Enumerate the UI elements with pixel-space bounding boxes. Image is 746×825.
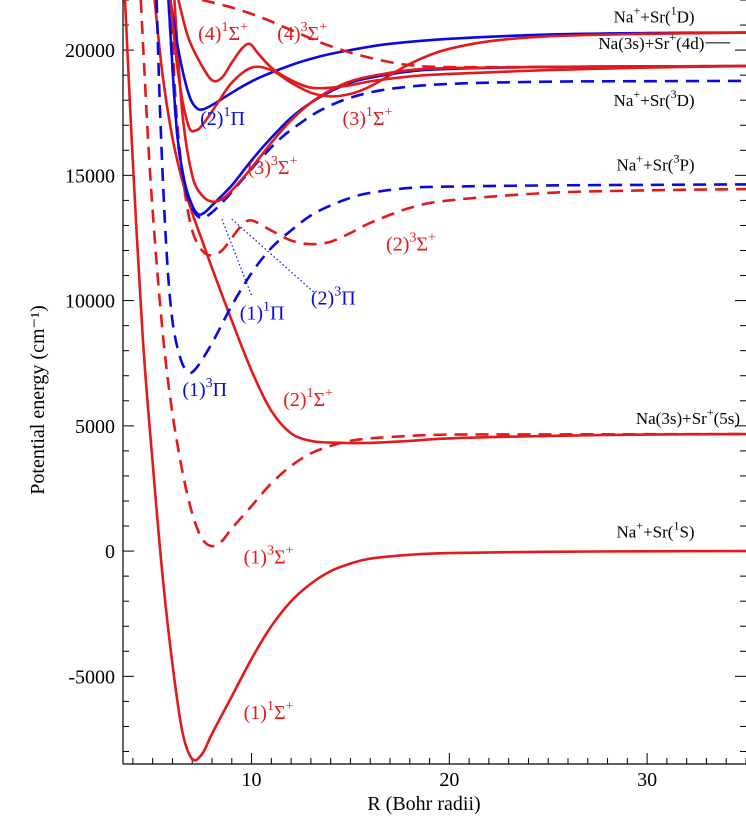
curve-label: (1)1Σ+ (244, 699, 294, 724)
curve-label: (2)3Π (311, 284, 356, 309)
curve-label: (3)1Σ+ (343, 105, 393, 130)
curves (123, 0, 746, 762)
asymptote-label: Na(3s)+Sr+(5s) (636, 405, 740, 428)
curve-4 (177, 0, 746, 90)
guide-line (231, 218, 316, 294)
y-tick-label: 15000 (65, 165, 115, 187)
axis-ticks: 10 20 30 -5000 0 5000 10000 15000 20000 (65, 0, 746, 791)
asymptote-label: Na++Sr(1D) (614, 4, 695, 27)
curve-label: (2)3Σ+ (386, 230, 436, 255)
x-axis-label: R (Bohr radii) (367, 793, 480, 815)
y-tick-label: 0 (105, 541, 115, 563)
asymptote-labels: Na++Sr(1D) Na(3s)+Sr+(4d) Na++Sr(3D) Na++Sr… (598, 4, 740, 542)
curve-triplet-2 (169, 0, 746, 257)
asymptote-label: Na(3s)+Sr+(4d) (598, 30, 704, 53)
y-tick-label: -5000 (68, 666, 115, 688)
curve-label: (1)1Π (240, 299, 285, 324)
curve-label: (2)1Π (200, 105, 245, 130)
asymptote-label: Na++Sr(1S) (616, 518, 694, 541)
asymptote-label: Na++Sr(3P) (616, 151, 694, 174)
guide-lines (221, 218, 316, 296)
curve-label: (3)3Σ+ (248, 154, 298, 179)
curve-label: (4)1Σ+ (198, 20, 248, 45)
guide-line (221, 218, 253, 296)
y-axis-label: Potential energy (cm⁻¹) (27, 305, 49, 494)
x-tick-label: 10 (242, 769, 262, 791)
x-tick-label: 20 (439, 769, 459, 791)
curve-2 (169, 0, 746, 111)
x-tick-label: 30 (637, 769, 657, 791)
y-tick-label: 20000 (65, 40, 115, 62)
curve-3 (169, 0, 746, 133)
curve-1 (123, 0, 746, 762)
curve-triplet-1 (139, 0, 746, 548)
curve-triplet-1 (155, 0, 746, 375)
plot-frame (122, 0, 746, 765)
curve-label: (1)3Σ+ (244, 544, 294, 569)
curve-label: (1)3Π (182, 376, 227, 401)
y-tick-label: 10000 (65, 291, 115, 313)
asymptote-label: Na++Sr(3D) (614, 87, 695, 110)
curve-label: (2)1Σ+ (283, 386, 333, 411)
y-tick-label: 5000 (75, 416, 115, 438)
curve-labels: (4)1Σ+ (4)3Σ+ (2)1Π (3)1Σ+ (3)3Σ+ (2)3Σ+ (2)3Π… (182, 20, 436, 724)
curve-label: (4)3Σ+ (277, 20, 327, 45)
